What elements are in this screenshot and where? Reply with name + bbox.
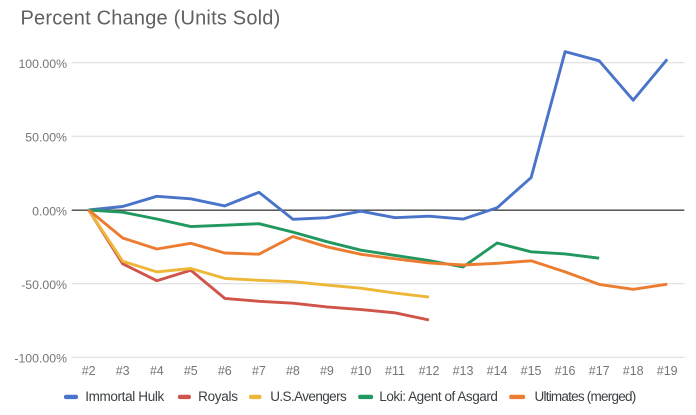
svg-text:#19: #19 (657, 364, 678, 378)
svg-text:#12: #12 (419, 364, 440, 378)
svg-text:#7: #7 (252, 364, 266, 378)
svg-text:#10: #10 (351, 364, 372, 378)
svg-text:#2: #2 (82, 364, 96, 378)
svg-text:Ultimates (merged): Ultimates (merged) (535, 389, 636, 404)
svg-text:U.S.Avengers: U.S.Avengers (270, 389, 347, 404)
svg-text:0.00%: 0.00% (32, 204, 67, 218)
svg-text:Percent Change (Units Sold): Percent Change (Units Sold) (21, 7, 281, 29)
svg-text:#17: #17 (589, 364, 610, 378)
svg-text:#8: #8 (286, 364, 300, 378)
svg-text:#4: #4 (150, 364, 164, 378)
svg-text:#5: #5 (184, 364, 198, 378)
svg-text:#13: #13 (453, 364, 474, 378)
svg-text:#15: #15 (521, 364, 542, 378)
svg-text:#18: #18 (623, 364, 644, 378)
svg-text:Immortal Hulk: Immortal Hulk (85, 389, 164, 404)
svg-text:100.00%: 100.00% (18, 57, 67, 71)
svg-text:#9: #9 (320, 364, 334, 378)
svg-text:Loki: Agent of Asgard: Loki: Agent of Asgard (379, 389, 497, 404)
svg-text:#14: #14 (487, 364, 508, 378)
svg-text:Royals: Royals (198, 389, 238, 404)
svg-text:-100.00%: -100.00% (14, 351, 67, 365)
svg-text:50.00%: 50.00% (25, 130, 67, 144)
svg-text:#3: #3 (116, 364, 130, 378)
svg-text:#16: #16 (555, 364, 576, 378)
svg-text:-50.00%: -50.00% (21, 278, 67, 292)
svg-text:#11: #11 (385, 364, 405, 378)
svg-text:#6: #6 (218, 364, 232, 378)
